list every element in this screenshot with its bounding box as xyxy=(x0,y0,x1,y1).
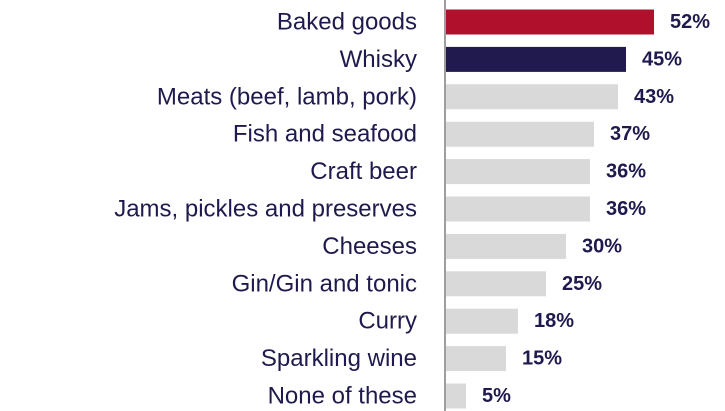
value-label: 36% xyxy=(606,198,646,220)
category-label: Whisky xyxy=(340,46,417,73)
category-label: Curry xyxy=(358,308,417,335)
category-label: None of these xyxy=(268,383,417,410)
bar xyxy=(446,159,590,185)
category-labels-group: Baked goods Whisky Meats (beef, lamb, pork… xyxy=(114,9,417,410)
value-label: 15% xyxy=(522,348,562,370)
bar xyxy=(446,233,566,259)
category-label: Craft beer xyxy=(310,158,417,185)
category-label: Baked goods xyxy=(277,9,417,36)
bars-group xyxy=(446,9,654,409)
bar xyxy=(446,9,654,35)
value-label: 30% xyxy=(582,235,622,257)
category-label: Sparkling wine xyxy=(261,345,417,372)
bar xyxy=(446,308,518,334)
bar xyxy=(446,46,626,72)
value-label: 5% xyxy=(482,385,511,407)
value-label: 36% xyxy=(606,161,646,183)
bar xyxy=(446,196,590,222)
category-label: Cheeses xyxy=(322,233,417,260)
category-label: Meats (beef, lamb, pork) xyxy=(157,83,417,110)
value-labels-group: 52% 45% 43% 37% 36% 36% 30% 25% 18% 15% 5% xyxy=(482,11,710,407)
value-label: 43% xyxy=(634,86,674,108)
value-label: 18% xyxy=(534,310,574,332)
bar xyxy=(446,383,466,409)
bar xyxy=(446,84,618,110)
bar xyxy=(446,271,546,297)
bar xyxy=(446,346,506,372)
category-label: Jams, pickles and preserves xyxy=(114,196,417,223)
value-label: 45% xyxy=(642,48,682,70)
category-label: Fish and seafood xyxy=(233,121,417,148)
value-label: 25% xyxy=(562,273,602,295)
value-label: 52% xyxy=(670,11,710,33)
category-label: Gin/Gin and tonic xyxy=(232,270,417,297)
value-label: 37% xyxy=(610,123,650,145)
bar xyxy=(446,121,594,147)
